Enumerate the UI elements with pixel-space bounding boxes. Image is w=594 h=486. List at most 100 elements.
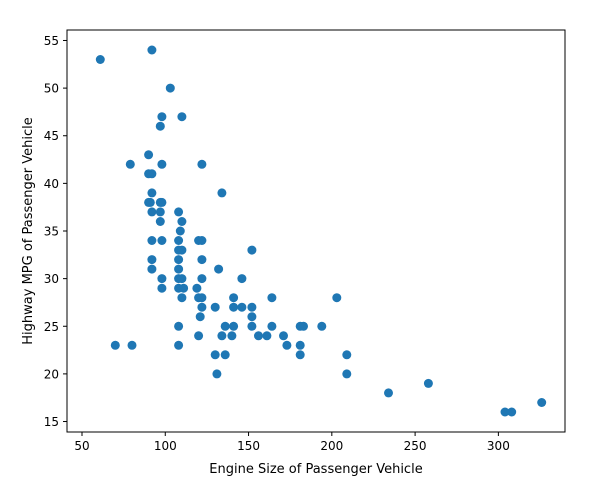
data-point xyxy=(157,159,167,169)
y-tick-label: 45 xyxy=(44,129,59,143)
data-point xyxy=(195,312,205,322)
x-tick-label: 300 xyxy=(487,439,510,453)
y-axis-ticks: 15 20 25 30 35 40 45 50 55 xyxy=(44,34,67,429)
data-point xyxy=(229,321,239,331)
data-point xyxy=(147,255,157,265)
data-point xyxy=(279,331,288,341)
data-point xyxy=(237,302,247,312)
data-point xyxy=(282,340,292,350)
data-point xyxy=(177,112,187,122)
y-axis-label: Highway MPG of Passenger Vehicle xyxy=(21,117,36,344)
data-point xyxy=(174,321,184,331)
data-point xyxy=(144,150,154,160)
data-point xyxy=(214,264,224,274)
data-point xyxy=(174,236,184,245)
x-axis-label: Engine Size of Passenger Vehicle xyxy=(209,462,422,477)
y-tick-label: 35 xyxy=(44,225,59,239)
data-point xyxy=(342,350,352,360)
x-tick-label: 50 xyxy=(74,439,89,453)
data-point xyxy=(174,264,184,274)
x-tick-label: 150 xyxy=(237,439,260,453)
data-point xyxy=(147,207,157,217)
data-point xyxy=(227,331,237,341)
y-tick-label: 15 xyxy=(44,415,59,429)
y-tick-label: 30 xyxy=(44,272,59,286)
x-tick-label: 250 xyxy=(404,439,427,453)
data-point xyxy=(197,293,207,303)
x-tick-label: 100 xyxy=(154,439,177,453)
data-point xyxy=(247,245,257,255)
data-point xyxy=(147,236,157,245)
data-point xyxy=(212,369,222,379)
data-point xyxy=(247,312,257,322)
data-point xyxy=(197,159,207,169)
y-tick-label: 50 xyxy=(44,82,59,96)
data-point xyxy=(157,197,167,207)
data-point xyxy=(147,188,157,198)
data-point xyxy=(157,274,167,284)
data-point xyxy=(537,398,547,407)
data-point xyxy=(177,293,187,303)
data-point xyxy=(197,302,207,312)
data-point xyxy=(267,321,277,331)
data-point xyxy=(217,188,227,198)
data-point xyxy=(262,331,272,341)
data-point xyxy=(247,321,257,331)
data-point xyxy=(423,378,433,388)
data-point xyxy=(177,245,187,255)
data-points xyxy=(95,45,547,417)
y-tick-label: 55 xyxy=(44,34,59,48)
data-point xyxy=(507,407,517,417)
data-point xyxy=(229,293,239,303)
data-point xyxy=(127,340,137,350)
data-point xyxy=(155,217,165,226)
data-point xyxy=(295,350,305,360)
data-point xyxy=(177,217,187,226)
data-point xyxy=(384,388,393,398)
data-point xyxy=(147,264,157,274)
data-point xyxy=(174,255,184,265)
data-point xyxy=(500,407,510,417)
data-point xyxy=(210,350,220,360)
data-point xyxy=(192,283,202,293)
data-point xyxy=(125,159,135,169)
data-point xyxy=(254,331,263,341)
data-point xyxy=(157,236,167,245)
data-point xyxy=(145,197,155,207)
data-point xyxy=(155,207,165,217)
data-point xyxy=(220,321,230,331)
data-point xyxy=(155,121,165,131)
data-point xyxy=(157,112,167,122)
x-axis-ticks: 50 100 150 200 250 300 xyxy=(74,432,510,453)
y-tick-label: 25 xyxy=(44,320,59,334)
data-point xyxy=(95,55,105,64)
data-point xyxy=(174,340,184,350)
data-point xyxy=(210,302,220,312)
data-point xyxy=(110,340,120,350)
data-point xyxy=(217,331,227,341)
data-point xyxy=(299,321,308,331)
data-point xyxy=(295,340,305,350)
data-point xyxy=(237,274,247,284)
data-point xyxy=(247,302,257,312)
data-point xyxy=(157,283,167,293)
data-point xyxy=(197,255,207,265)
data-point xyxy=(267,293,277,303)
data-point xyxy=(342,369,352,379)
data-point xyxy=(229,302,239,312)
data-point xyxy=(317,321,327,331)
data-point xyxy=(220,350,230,360)
x-tick-label: 200 xyxy=(320,439,343,453)
data-point xyxy=(197,274,207,284)
data-point xyxy=(194,331,204,341)
y-tick-label: 40 xyxy=(44,177,59,191)
data-point xyxy=(147,45,157,55)
data-point xyxy=(174,207,184,217)
data-point xyxy=(177,274,187,284)
y-tick-label: 20 xyxy=(44,367,59,381)
data-point xyxy=(147,169,157,179)
data-point xyxy=(197,236,207,245)
data-point xyxy=(165,83,175,93)
